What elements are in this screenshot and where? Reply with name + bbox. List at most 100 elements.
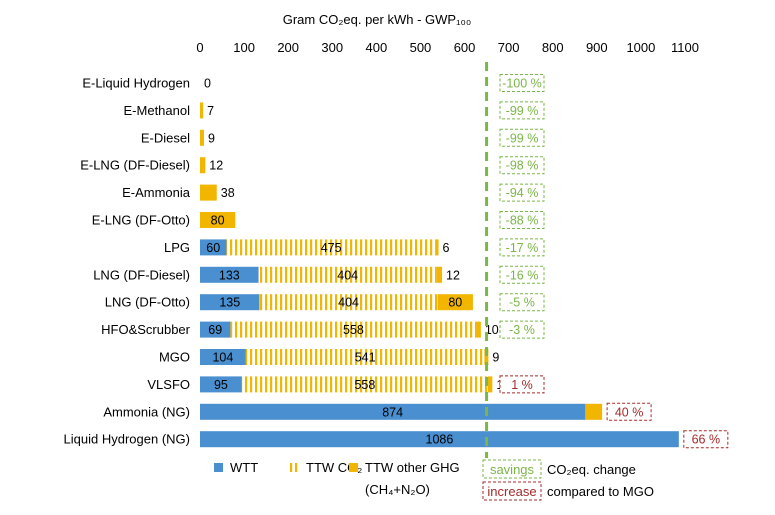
bar-ttw-co2 [230,321,477,338]
change-box-savings [499,320,545,339]
legend-wtt-label: WTT [230,460,258,475]
change-label: 66 % [692,433,721,447]
category-label-vlsfo: VLSFO [147,377,190,392]
data-label-wtt: 135 [219,296,240,310]
change-label: -88 % [506,214,539,228]
x-tick-label: 400 [366,40,388,55]
legend-savings-label: savings [490,462,535,477]
x-tick-label: 1100 [671,40,699,55]
category-label-e-diesel: E-Diesel [141,130,190,145]
legend-ttw-co2-label: TTW CO₂ [306,460,362,475]
bar-ttw-co2 [226,239,436,256]
change-label: -3 % [509,323,535,337]
legend-change-sublabel: compared to MGO [547,484,654,499]
x-tick-label: 700 [498,40,520,55]
x-axis-ticks: 0 100 200 300 400 500 600 700 800 900 1000 1100 [196,40,699,55]
bar-ttw-other [435,239,439,256]
data-label-ttw-co2: 404 [337,268,358,282]
category-label-e-liquid-hydrogen: E-Liquid Hydrogen [82,76,190,91]
legend-increase-label: increase [487,484,536,499]
x-tick-label: 300 [321,40,343,55]
change-label: -94 % [506,186,539,200]
category-label-hfo-scrubber: HFO&Scrubber [101,322,191,337]
x-tick-label: 500 [410,40,432,55]
data-label-wtt: 95 [214,378,228,392]
category-label-lpg: LPG [164,240,190,255]
bar-ttw-other [200,212,236,228]
data-label-wtt: 69 [208,323,222,337]
legend-ttw-other-sublabel: (CH₄+N₂O) [365,482,430,497]
data-label-wtt: 104 [212,351,233,365]
change-label: -5 % [509,296,535,310]
change-label: 40 % [615,405,644,419]
data-label-wtt: 60 [206,241,220,255]
bar-wtt [200,376,242,393]
bar-ttw-co2 [241,376,488,393]
bar-ttw-other [476,321,481,338]
category-label-e-ammonia: E-Ammonia [122,185,191,200]
bar-wtt [200,294,260,311]
bar-ttw-co2 [259,294,438,311]
legend-ttw-co2-swatch [290,463,300,472]
change-box-savings [499,238,545,257]
x-tick-label: 100 [233,40,255,55]
x-tick-label: 200 [277,40,299,55]
data-label-ttw-other: 12 [446,268,460,282]
data-label-ttw-other: 7 [207,104,214,118]
change-box-savings [499,74,545,92]
data-label-ttw-co2: 541 [355,351,376,365]
change-label: -99 % [506,131,539,145]
data-label-ttw-other: 0 [204,77,211,91]
change-label: -16 % [506,268,539,282]
legend-ttw-other-swatch [349,463,358,472]
bar-ttw-other [200,129,204,146]
change-box-increase [499,375,545,394]
data-label-wtt: 133 [219,268,240,282]
bar-ttw-other [585,403,603,420]
category-label-lng-df-diesel: LNG (DF-Diesel) [93,267,190,282]
legend-ttw-other-label: TTW other GHG [365,460,460,475]
bar-ttw-other [437,294,473,311]
change-box-savings [499,211,545,229]
category-label-e-lng-df-otto: E-LNG (DF-Otto) [92,213,190,228]
data-label-ttw-co2: 475 [321,241,342,255]
x-tick-label: 800 [542,40,564,55]
data-label-ttw-other: 9 [208,131,215,145]
data-label-wtt: 1086 [426,433,454,447]
data-label-ttw-other: 9 [492,351,499,365]
bar-ttw-other [200,157,206,174]
change-label: 1 % [511,378,533,392]
change-label: -100 % [502,77,542,91]
category-labels: E-Liquid Hydrogen E-Methanol E-Diesel E-LNG… [64,76,191,447]
legend-wtt-swatch [214,463,223,472]
change-label: -99 % [506,104,539,118]
bar-wtt [200,321,231,338]
bar-wtt [200,266,259,283]
data-label-wtt: 874 [382,405,403,419]
data-label-ttw-other: 12 [209,159,223,173]
change-boxes: -100 % -99 % -99 % -98 % -94 % -88 % -17 % -16 … [499,74,729,449]
legend: WTT TTW CO₂ TTW other GHG (CH₄+N₂O) savi… [214,459,654,501]
bar-ttw-other [484,349,489,365]
change-box-savings [499,128,545,147]
change-label: -98 % [506,159,539,173]
bar-ttw-co2 [245,349,485,365]
data-label-ttw-co2: 558 [343,323,364,337]
bar-wtt [200,403,586,420]
data-label-ttw-other: 6 [443,241,450,255]
data-label-ttw-other: 80 [448,296,462,310]
change-box-increase [606,402,652,421]
x-tick-label: 0 [196,40,203,55]
change-box-savings [499,101,545,120]
legend-change-label: CO₂eq. change [547,462,636,477]
category-label-mgo: MGO [159,350,190,365]
bar-ttw-other [200,102,204,119]
data-label-ttw-other: 80 [211,214,225,228]
data-label-ttw-co2: 558 [354,378,375,392]
bar-wtt [200,431,679,448]
legend-increase-box [482,481,542,501]
x-tick-label: 600 [454,40,476,55]
category-label-lng-df-otto: LNG (DF-Otto) [105,295,190,310]
change-box-savings [499,156,545,175]
